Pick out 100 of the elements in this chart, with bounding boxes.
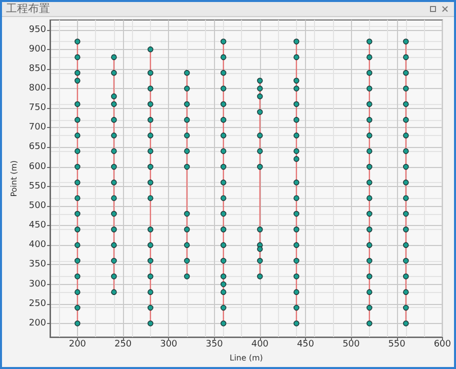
point [111, 226, 117, 232]
point [220, 70, 226, 76]
point [257, 164, 263, 170]
x-tick-label: 200 [68, 340, 86, 350]
point [403, 274, 409, 280]
point [74, 54, 80, 60]
point [366, 54, 372, 60]
point [294, 210, 300, 217]
point [220, 242, 226, 248]
point [74, 304, 80, 311]
point [111, 70, 117, 76]
point [74, 210, 80, 217]
point [366, 274, 372, 280]
point [111, 164, 117, 170]
x-tick-label: 400 [251, 340, 269, 350]
point [294, 180, 300, 186]
point [257, 148, 263, 154]
point [366, 101, 372, 108]
point [111, 258, 117, 264]
point [74, 226, 80, 232]
point [74, 164, 80, 170]
point [403, 148, 409, 154]
point [184, 164, 190, 170]
x-axis-title: Line (m) [230, 354, 263, 362]
point [403, 258, 409, 264]
point [220, 54, 226, 60]
point [366, 226, 372, 232]
point [220, 226, 226, 232]
point [111, 54, 117, 60]
point [184, 86, 190, 92]
point [403, 116, 409, 123]
point [220, 304, 226, 311]
point [294, 258, 300, 264]
point [184, 148, 190, 154]
y-tick-label: 450 [28, 220, 46, 231]
point [74, 258, 80, 264]
point [294, 148, 300, 154]
point [366, 148, 372, 154]
point [111, 116, 117, 123]
y-tick-label: 250 [28, 298, 46, 309]
point [294, 195, 300, 202]
point [257, 274, 263, 280]
point [294, 101, 300, 108]
point [184, 210, 190, 217]
y-tick-label: 400 [28, 240, 46, 250]
point [74, 195, 80, 202]
point [220, 210, 226, 217]
point [257, 132, 263, 138]
point [366, 242, 372, 248]
point [220, 86, 226, 92]
point [111, 101, 117, 108]
point [111, 132, 117, 138]
point [366, 70, 372, 76]
point [111, 242, 117, 248]
point [257, 258, 263, 264]
point [111, 195, 117, 202]
point [220, 148, 226, 154]
point [220, 195, 226, 202]
y-tick-label: 900 [28, 44, 46, 54]
y-tick-label: 550 [28, 181, 46, 192]
point [403, 320, 409, 326]
point [111, 93, 117, 100]
point [366, 86, 372, 92]
point [220, 180, 226, 186]
point [294, 78, 300, 84]
y-axis-title: Point (m) [10, 160, 18, 197]
point [184, 132, 190, 138]
point [184, 242, 190, 248]
point [220, 320, 226, 326]
point [403, 304, 409, 311]
point [403, 54, 409, 60]
point [366, 304, 372, 311]
point [148, 46, 154, 52]
point [220, 281, 226, 288]
point [74, 320, 80, 326]
point [294, 86, 300, 92]
point [257, 78, 263, 84]
point [294, 54, 300, 60]
point [148, 148, 154, 154]
point [294, 304, 300, 311]
y-tick-label: 600 [28, 162, 46, 172]
point [220, 116, 226, 123]
point [294, 242, 300, 248]
point [111, 210, 117, 217]
point [294, 38, 300, 44]
point [111, 274, 117, 280]
point [184, 226, 190, 232]
point [148, 180, 154, 186]
chart-title: 工程布置 [6, 2, 50, 16]
y-tick-label: 500 [28, 200, 46, 211]
point [184, 274, 190, 280]
y-tick-label: 650 [28, 142, 46, 152]
point [220, 38, 226, 44]
point [294, 274, 300, 280]
point [294, 320, 300, 326]
x-tick-label: 350 [206, 340, 224, 350]
point [366, 38, 372, 44]
point [220, 132, 226, 138]
point [148, 304, 154, 311]
point [257, 86, 263, 92]
